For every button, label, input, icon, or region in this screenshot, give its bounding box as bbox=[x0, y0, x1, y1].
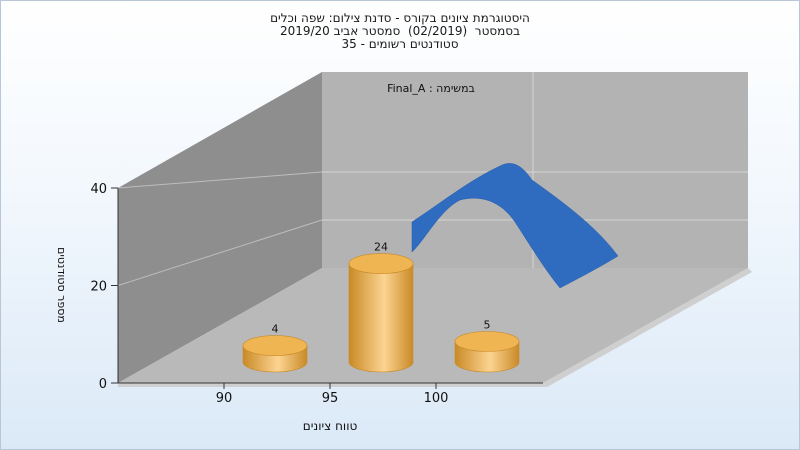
bar-90 bbox=[242, 335, 308, 373]
chart-subtitle-enrolled: סטודנטים רשומים - 35 bbox=[341, 37, 459, 51]
bar-100 bbox=[454, 331, 520, 373]
x-tick-label: 100 bbox=[424, 391, 449, 406]
x-tick-label: 95 bbox=[322, 391, 339, 406]
left-wall bbox=[118, 72, 322, 383]
distribution-curve bbox=[411, 163, 619, 289]
x-tick-label: 90 bbox=[216, 391, 233, 406]
bar-95 bbox=[348, 253, 414, 373]
bars bbox=[242, 253, 520, 373]
axes: 0 20 40 90 95 100 bbox=[90, 182, 543, 406]
data-label: 4 bbox=[272, 323, 279, 336]
gridline-left-wall bbox=[117, 171, 323, 189]
y-tick-label: 0 bbox=[99, 377, 107, 392]
data-labels: 4 24 5 bbox=[272, 241, 491, 336]
distribution-curve-layer bbox=[411, 163, 619, 289]
bar-top bbox=[242, 335, 308, 356]
gridline-left-wall bbox=[117, 219, 323, 286]
right-rim bbox=[543, 268, 752, 387]
bar-body bbox=[348, 263, 414, 373]
chart-title: היסטוגרמת ציונים בקורס - סדנת צילום: שפה… bbox=[270, 11, 530, 25]
data-label: 24 bbox=[374, 241, 388, 254]
bar-top bbox=[454, 331, 520, 352]
bar-top bbox=[348, 253, 414, 274]
data-label: 5 bbox=[484, 319, 491, 332]
chart-annotation: במשימה : Final_A bbox=[387, 82, 475, 95]
bottom-rim bbox=[118, 383, 547, 387]
y-tick-label: 20 bbox=[90, 280, 107, 295]
x-axis-label: טווח ציונים bbox=[303, 419, 358, 433]
chart-subtitle-semester: בסמסטר (02/2019) סמסטר אביב 2019/20 bbox=[279, 24, 521, 38]
y-axis-label: מספר סטודנטים bbox=[55, 247, 68, 323]
y-tick-label: 40 bbox=[90, 182, 107, 197]
